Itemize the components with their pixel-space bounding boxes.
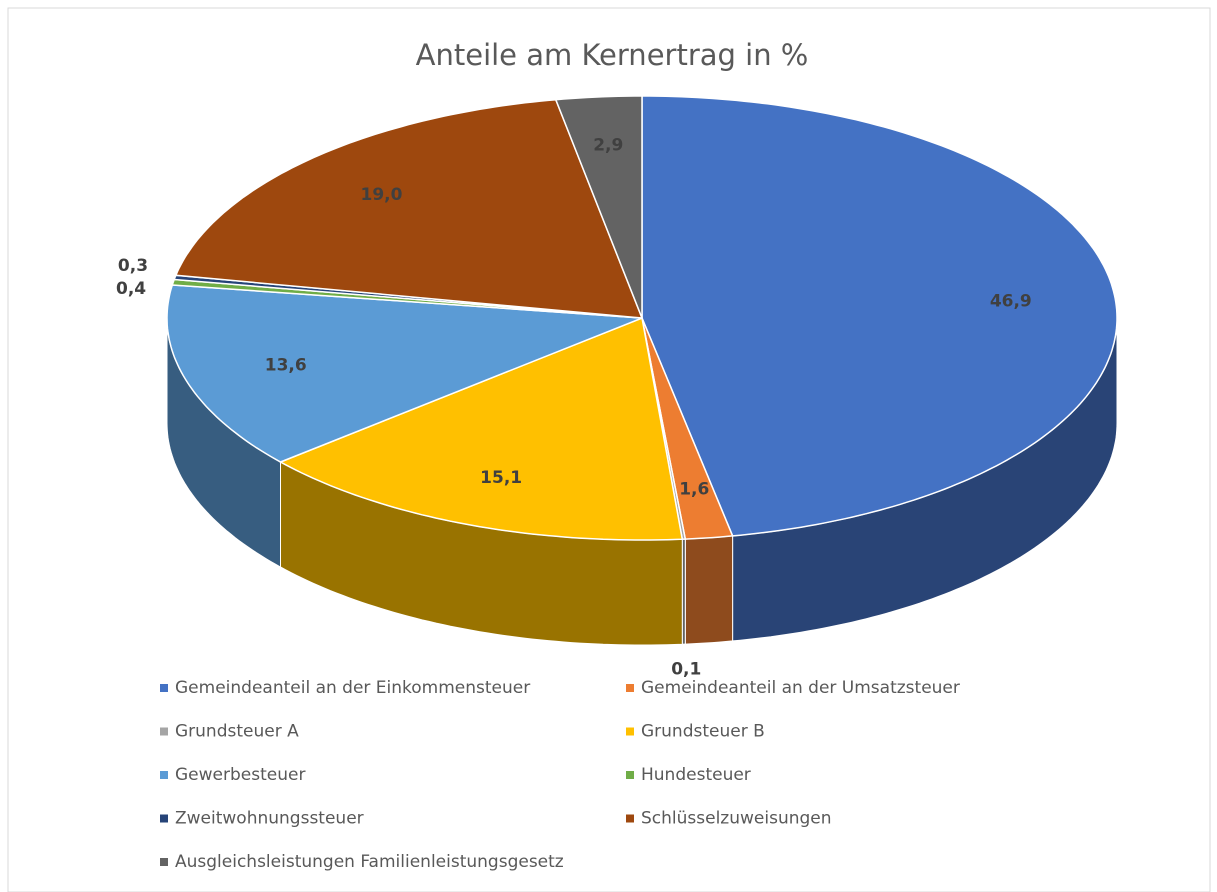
legend-label: Grundsteuer B bbox=[641, 722, 765, 742]
legend-swatch bbox=[626, 771, 634, 779]
pie-side bbox=[684, 535, 734, 645]
data-label: 0,1 bbox=[671, 659, 701, 679]
legend-swatch bbox=[160, 771, 168, 779]
data-label: 2,9 bbox=[593, 136, 623, 156]
legend-label: Gewerbesteuer bbox=[175, 765, 305, 785]
legend-swatch bbox=[160, 858, 168, 866]
data-label: 1,6 bbox=[679, 479, 709, 499]
legend-swatch bbox=[160, 814, 168, 823]
legend-label: Gemeindeanteil an der Einkommensteuer bbox=[175, 678, 530, 698]
legend-label: Hundesteuer bbox=[641, 765, 751, 785]
legend-label: Ausgleichsleistungen Familienleistungsge… bbox=[175, 852, 564, 872]
legend-label: Grundsteuer A bbox=[175, 722, 299, 742]
pie-slice bbox=[641, 317, 734, 540]
legend-label: Zweitwohnungssteuer bbox=[175, 809, 364, 829]
pie-slice bbox=[554, 95, 643, 319]
legend-swatch bbox=[160, 727, 168, 736]
legend-label: Schlüsselzuweisungen bbox=[641, 809, 832, 829]
pie-slice bbox=[278, 316, 684, 541]
pie-slice bbox=[641, 95, 1118, 537]
pie-slice bbox=[166, 284, 643, 463]
data-label: 46,9 bbox=[990, 291, 1032, 311]
chart-title: Anteile am Kernertrag in % bbox=[416, 38, 809, 72]
pie-slice bbox=[174, 98, 644, 319]
data-label: 13,6 bbox=[265, 356, 307, 376]
legend-swatch bbox=[160, 684, 168, 692]
legend-swatch bbox=[626, 684, 634, 692]
data-label: 19,0 bbox=[360, 185, 402, 205]
legend-label: Gemeindeanteil an der Umsatzsteuer bbox=[641, 678, 960, 698]
legend-swatch bbox=[626, 814, 634, 823]
data-label: 0,3 bbox=[118, 256, 148, 276]
data-label: 0,4 bbox=[116, 279, 146, 299]
legend-swatch bbox=[626, 727, 634, 736]
data-label: 15,1 bbox=[480, 468, 522, 488]
